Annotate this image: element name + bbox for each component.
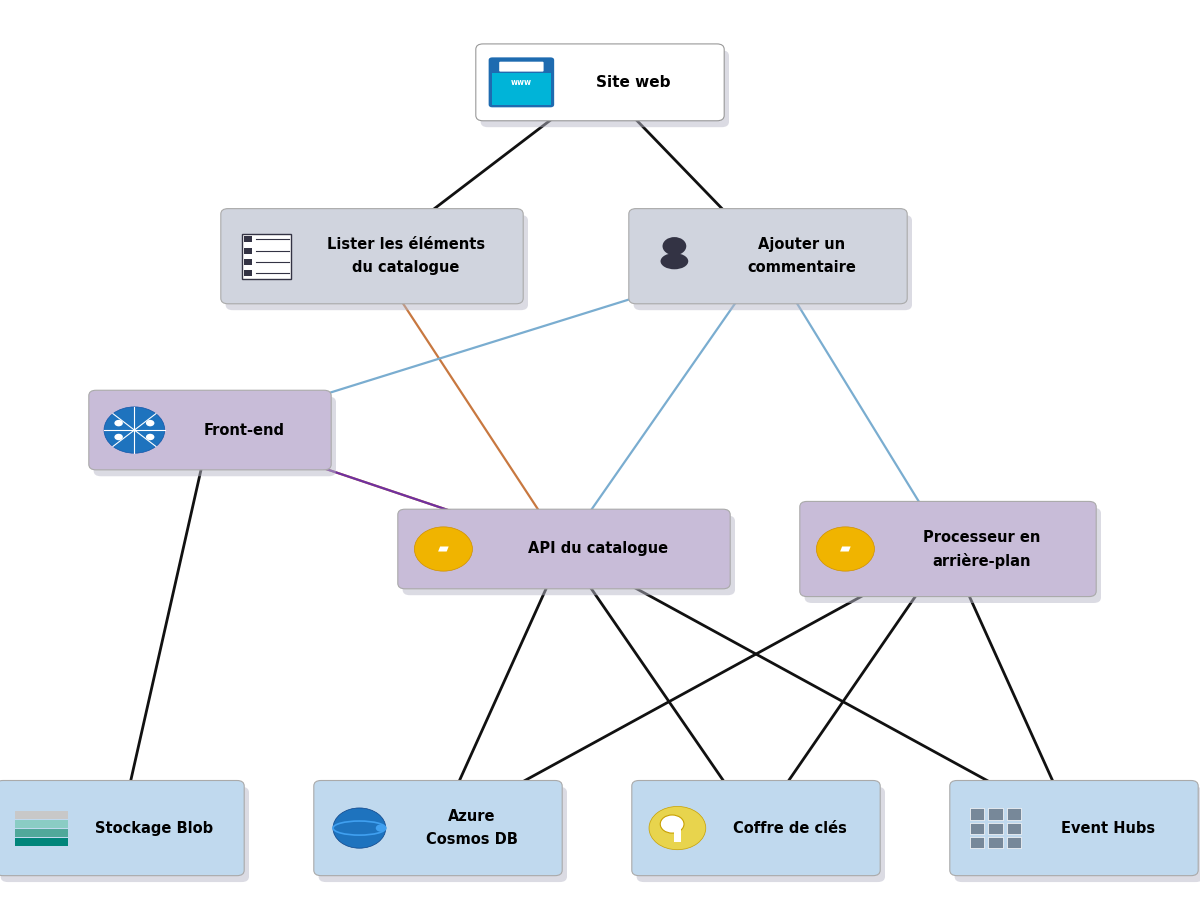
Circle shape xyxy=(649,806,706,850)
Circle shape xyxy=(334,808,386,848)
Bar xyxy=(245,236,252,242)
Polygon shape xyxy=(840,530,851,568)
FancyBboxPatch shape xyxy=(499,61,544,71)
FancyBboxPatch shape xyxy=(970,809,984,820)
FancyBboxPatch shape xyxy=(89,390,331,470)
FancyBboxPatch shape xyxy=(1,787,250,882)
Text: API du catalogue: API du catalogue xyxy=(528,542,668,556)
FancyBboxPatch shape xyxy=(1007,836,1021,847)
FancyBboxPatch shape xyxy=(226,215,528,310)
Bar xyxy=(245,270,252,276)
Bar xyxy=(492,72,551,104)
Circle shape xyxy=(114,434,122,440)
Circle shape xyxy=(816,527,875,571)
Text: arrière-plan: arrière-plan xyxy=(932,553,1031,569)
Bar xyxy=(14,821,68,828)
FancyBboxPatch shape xyxy=(313,780,562,876)
Text: Site web: Site web xyxy=(596,75,671,90)
FancyBboxPatch shape xyxy=(0,780,245,876)
Circle shape xyxy=(114,420,122,426)
Text: du catalogue: du catalogue xyxy=(352,261,460,275)
FancyBboxPatch shape xyxy=(988,823,1003,834)
Polygon shape xyxy=(438,530,449,568)
Bar xyxy=(14,829,68,837)
Circle shape xyxy=(104,407,164,453)
FancyBboxPatch shape xyxy=(488,58,554,107)
Bar xyxy=(674,824,680,842)
Bar xyxy=(14,812,68,819)
FancyBboxPatch shape xyxy=(397,509,730,589)
FancyBboxPatch shape xyxy=(955,787,1200,882)
FancyBboxPatch shape xyxy=(403,516,734,595)
FancyBboxPatch shape xyxy=(800,501,1097,597)
Text: Stockage Blob: Stockage Blob xyxy=(95,821,212,835)
FancyBboxPatch shape xyxy=(950,780,1198,876)
FancyBboxPatch shape xyxy=(970,823,984,834)
Text: Event Hubs: Event Hubs xyxy=(1061,821,1154,835)
Circle shape xyxy=(146,434,155,440)
FancyBboxPatch shape xyxy=(805,508,1102,603)
FancyBboxPatch shape xyxy=(480,50,728,127)
Text: Front-end: Front-end xyxy=(203,423,284,437)
FancyBboxPatch shape xyxy=(1007,823,1021,834)
Text: Lister les éléments: Lister les éléments xyxy=(326,237,485,252)
Circle shape xyxy=(146,420,155,426)
Text: Processeur en: Processeur en xyxy=(923,530,1040,544)
Circle shape xyxy=(662,237,686,255)
Bar xyxy=(245,248,252,253)
FancyBboxPatch shape xyxy=(1007,809,1021,820)
Text: commentaire: commentaire xyxy=(748,261,856,275)
FancyBboxPatch shape xyxy=(221,209,523,304)
Text: Coffre de clés: Coffre de clés xyxy=(733,821,847,835)
Circle shape xyxy=(660,815,684,833)
FancyBboxPatch shape xyxy=(988,809,1003,820)
FancyBboxPatch shape xyxy=(94,397,336,476)
FancyBboxPatch shape xyxy=(319,787,568,882)
Bar xyxy=(14,838,68,846)
Text: Azure: Azure xyxy=(448,809,496,824)
FancyBboxPatch shape xyxy=(475,44,725,121)
Text: Ajouter un: Ajouter un xyxy=(758,237,845,252)
Circle shape xyxy=(414,527,473,571)
FancyBboxPatch shape xyxy=(629,209,907,304)
FancyBboxPatch shape xyxy=(241,233,292,279)
FancyBboxPatch shape xyxy=(634,215,912,310)
Text: www: www xyxy=(511,78,532,87)
FancyBboxPatch shape xyxy=(631,780,881,876)
FancyBboxPatch shape xyxy=(970,836,984,847)
Text: Cosmos DB: Cosmos DB xyxy=(426,833,517,847)
FancyBboxPatch shape xyxy=(636,787,886,882)
Bar xyxy=(245,259,252,264)
Circle shape xyxy=(376,824,385,832)
FancyBboxPatch shape xyxy=(988,836,1003,847)
Ellipse shape xyxy=(660,253,689,269)
